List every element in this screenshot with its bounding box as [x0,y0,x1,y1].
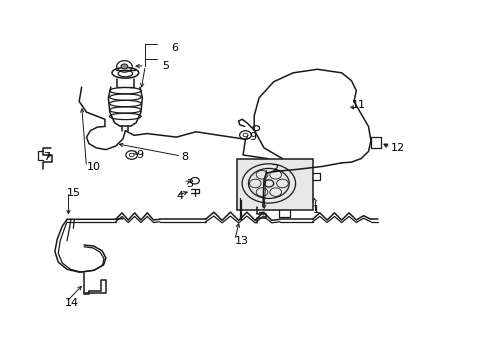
Text: 10: 10 [86,162,100,172]
Text: 3: 3 [186,179,193,189]
Text: 5: 5 [162,61,168,71]
Text: 14: 14 [64,298,79,308]
Text: 1: 1 [312,205,319,215]
Text: 8: 8 [181,152,188,162]
Text: 4: 4 [176,191,183,201]
Text: 2: 2 [271,164,278,174]
Text: 9: 9 [249,132,256,142]
Text: 11: 11 [351,100,365,110]
Text: 9: 9 [136,150,143,160]
Text: 12: 12 [389,143,404,153]
Bar [237,158,312,210]
Text: 13: 13 [234,236,248,246]
Text: 6: 6 [171,43,178,53]
Text: 15: 15 [67,188,81,198]
Circle shape [121,64,127,69]
Text: 7: 7 [42,152,50,162]
